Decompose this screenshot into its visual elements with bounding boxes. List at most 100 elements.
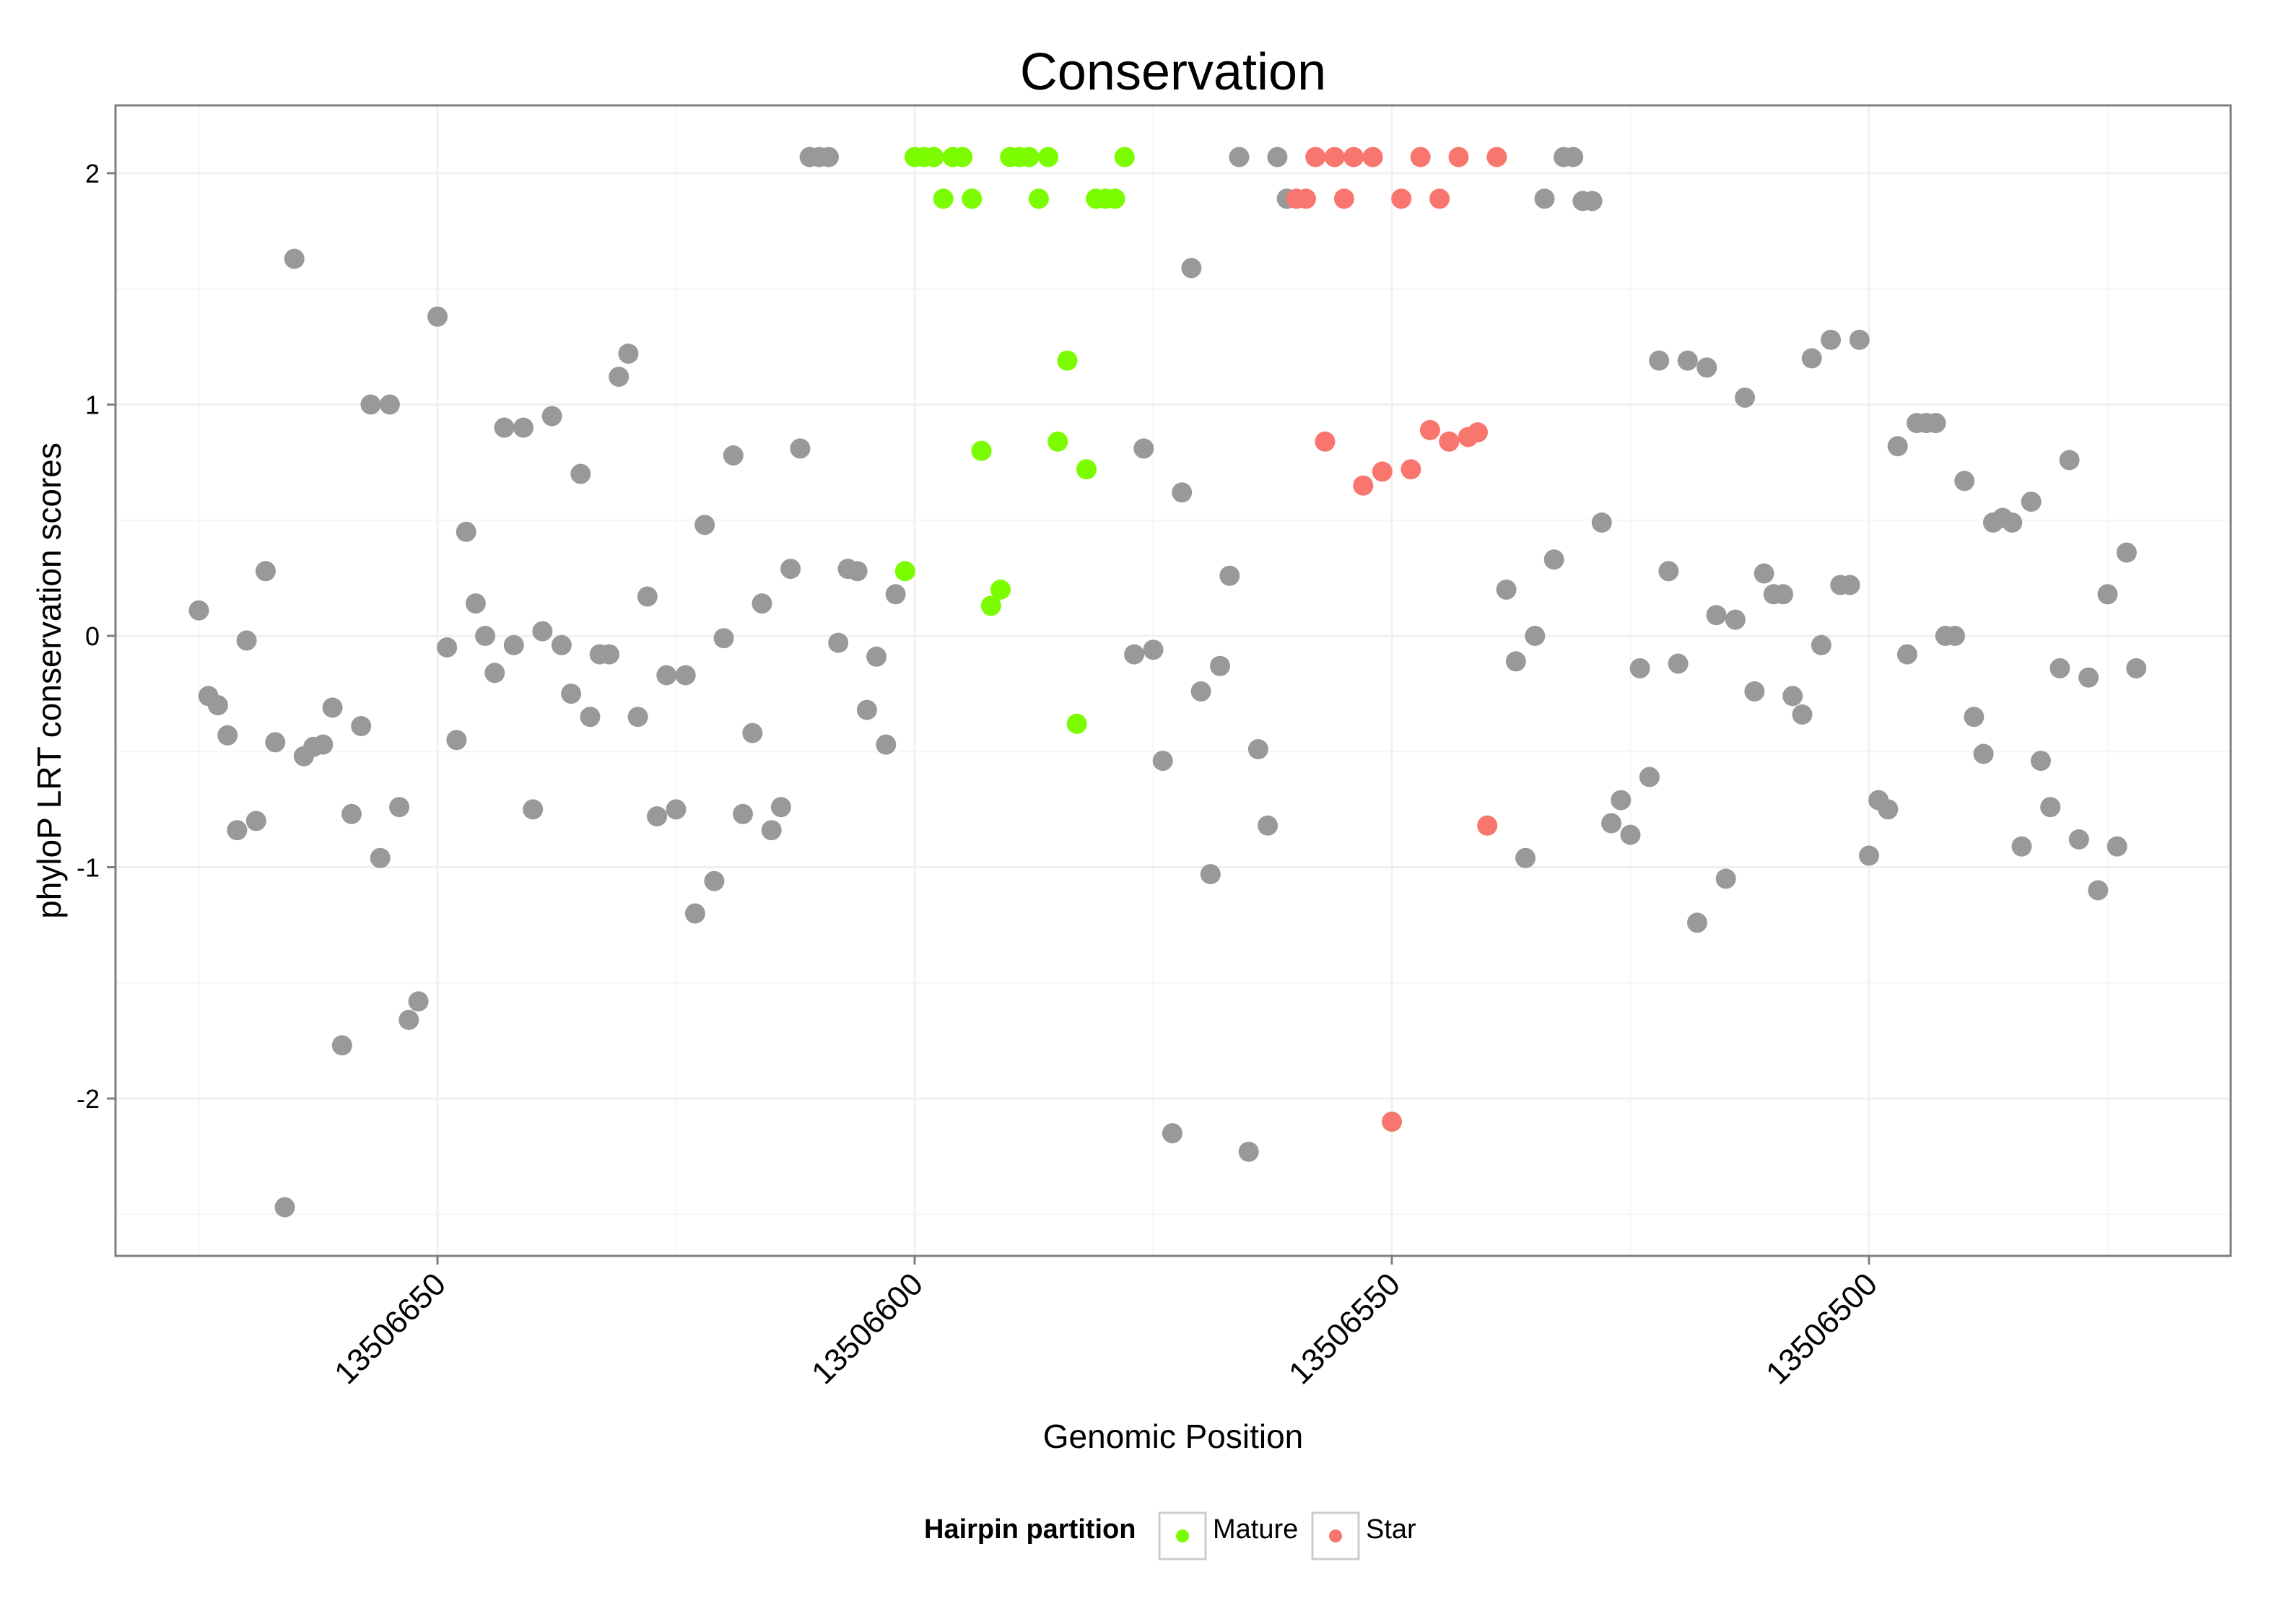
data-point [666, 799, 687, 820]
y-tick-label: 2 [85, 159, 100, 188]
data-point [551, 634, 572, 655]
data-point [733, 803, 753, 824]
data-point [370, 847, 391, 868]
legend-key-mature [1158, 1511, 1207, 1560]
data-point [609, 367, 630, 387]
data-point-mature [1076, 459, 1097, 480]
data-point-mature [980, 595, 1001, 616]
data-point [828, 632, 849, 653]
data-point [437, 637, 458, 658]
data-point-mature [923, 147, 944, 167]
data-point [227, 820, 248, 841]
legend: Hairpin partition Mature Star [924, 1511, 1416, 1560]
data-point [274, 1197, 295, 1218]
data-point [1515, 847, 1536, 868]
data-point [1534, 188, 1555, 209]
data-point-mature [990, 579, 1011, 600]
data-point-mature [971, 440, 992, 461]
data-point [1839, 575, 1860, 595]
data-point-star [1372, 461, 1393, 482]
data-point [389, 797, 410, 818]
data-point [2059, 450, 2080, 471]
data-point-mature [1105, 188, 1125, 209]
data-point [1238, 1141, 1259, 1162]
data-point [1133, 438, 1154, 459]
data-point [207, 695, 228, 716]
data-point [1735, 387, 1756, 408]
data-point [523, 799, 544, 820]
data-point [876, 734, 897, 755]
data-point-star [1353, 475, 1374, 496]
data-point [265, 732, 286, 753]
data-point-mature [1114, 147, 1135, 167]
data-point [1896, 644, 1917, 665]
data-point [819, 147, 839, 167]
data-point [723, 445, 744, 466]
data-point-star [1468, 422, 1488, 442]
data-point [475, 626, 496, 646]
data-point [866, 646, 887, 667]
data-point-star [1429, 188, 1450, 209]
data-point-star [1343, 147, 1364, 167]
data-point [1267, 147, 1288, 167]
data-point [1668, 653, 1689, 674]
data-point [1620, 824, 1641, 845]
data-point-star [1315, 431, 1336, 452]
data-point [1591, 512, 1612, 533]
data-point-mature [1057, 350, 1078, 371]
data-point [188, 600, 209, 621]
data-point [1496, 579, 1517, 600]
data-points [188, 147, 2147, 1218]
data-point [236, 630, 257, 651]
data-point [1525, 626, 1546, 646]
data-point-star [1333, 188, 1354, 209]
plot-border [114, 104, 2232, 1257]
data-point [408, 991, 429, 1012]
data-point [1219, 565, 1240, 586]
data-point-mature [894, 561, 915, 582]
data-point [2011, 836, 2032, 857]
data-point-star [1296, 188, 1316, 209]
data-point [1658, 561, 1679, 582]
data-point-star [1439, 431, 1460, 452]
data-point [2078, 667, 2099, 688]
data-point [561, 684, 582, 704]
data-point [1715, 868, 1736, 889]
data-point [599, 644, 619, 665]
legend-title: Hairpin partition [924, 1514, 1136, 1545]
data-point [1210, 655, 1230, 676]
data-point [256, 561, 276, 582]
data-point [2097, 584, 2118, 605]
data-point [513, 417, 533, 438]
data-point [2088, 880, 2109, 901]
data-point [1878, 799, 1899, 820]
data-point [647, 806, 668, 826]
data-point [1543, 549, 1564, 570]
data-point [217, 725, 238, 746]
data-point-star [1400, 459, 1421, 480]
data-point [1582, 191, 1603, 211]
data-point [694, 515, 715, 536]
data-point-star [1419, 419, 1440, 440]
data-point [1190, 681, 1211, 702]
data-point [1124, 644, 1145, 665]
data-point [2116, 542, 2137, 563]
data-point [713, 628, 734, 649]
data-point-mature [1028, 188, 1049, 209]
data-point [580, 707, 601, 728]
y-tick-label: 1 [85, 390, 100, 420]
data-point [627, 707, 648, 728]
data-point [780, 559, 801, 580]
data-point [1200, 864, 1221, 885]
data-point [2002, 512, 2023, 533]
data-point [1649, 350, 1670, 371]
y-tick-label: 0 [85, 621, 100, 651]
data-point [427, 306, 448, 327]
data-point [313, 734, 334, 755]
data-point [465, 593, 486, 614]
data-point-star [1362, 147, 1383, 167]
gridlines [116, 105, 2231, 1256]
data-point [456, 521, 476, 542]
data-point [1677, 350, 1698, 371]
